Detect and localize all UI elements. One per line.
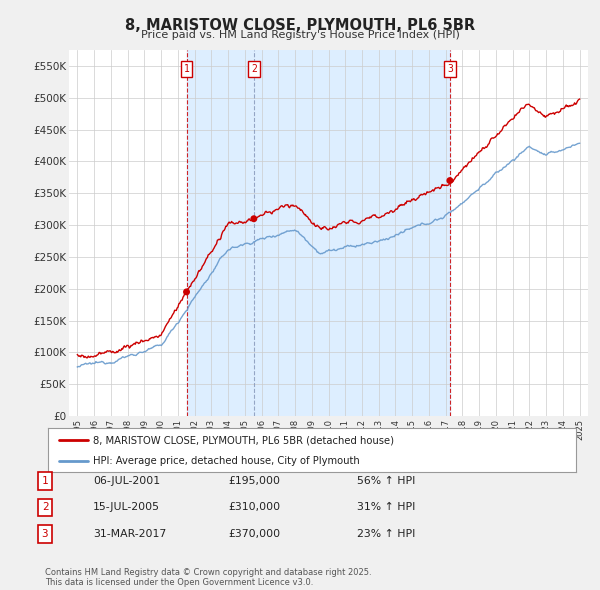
Point [182, 287, 191, 297]
Text: 3: 3 [447, 64, 453, 74]
Text: 56% ↑ HPI: 56% ↑ HPI [357, 476, 415, 486]
Point [445, 176, 455, 185]
Text: 8, MARISTOW CLOSE, PLYMOUTH, PL6 5BR (detached house): 8, MARISTOW CLOSE, PLYMOUTH, PL6 5BR (de… [93, 435, 394, 445]
Text: 31% ↑ HPI: 31% ↑ HPI [357, 503, 415, 512]
Text: 2: 2 [251, 64, 257, 74]
Text: £310,000: £310,000 [228, 503, 280, 512]
Text: 06-JUL-2001: 06-JUL-2001 [93, 476, 160, 486]
Text: 8, MARISTOW CLOSE, PLYMOUTH, PL6 5BR: 8, MARISTOW CLOSE, PLYMOUTH, PL6 5BR [125, 18, 475, 32]
Text: 2: 2 [42, 503, 48, 512]
Text: 23% ↑ HPI: 23% ↑ HPI [357, 529, 415, 539]
Text: HPI: Average price, detached house, City of Plymouth: HPI: Average price, detached house, City… [93, 456, 359, 466]
Text: Contains HM Land Registry data © Crown copyright and database right 2025.
This d: Contains HM Land Registry data © Crown c… [45, 568, 371, 587]
Bar [187, 50, 450, 416]
Point [249, 214, 259, 224]
Text: £195,000: £195,000 [228, 476, 280, 486]
Text: 31-MAR-2017: 31-MAR-2017 [93, 529, 166, 539]
Text: 15-JUL-2005: 15-JUL-2005 [93, 503, 160, 512]
Text: Price paid vs. HM Land Registry's House Price Index (HPI): Price paid vs. HM Land Registry's House … [140, 30, 460, 40]
Text: 1: 1 [42, 476, 48, 486]
Text: 1: 1 [184, 64, 190, 74]
Text: 3: 3 [42, 529, 48, 539]
Text: £370,000: £370,000 [228, 529, 280, 539]
